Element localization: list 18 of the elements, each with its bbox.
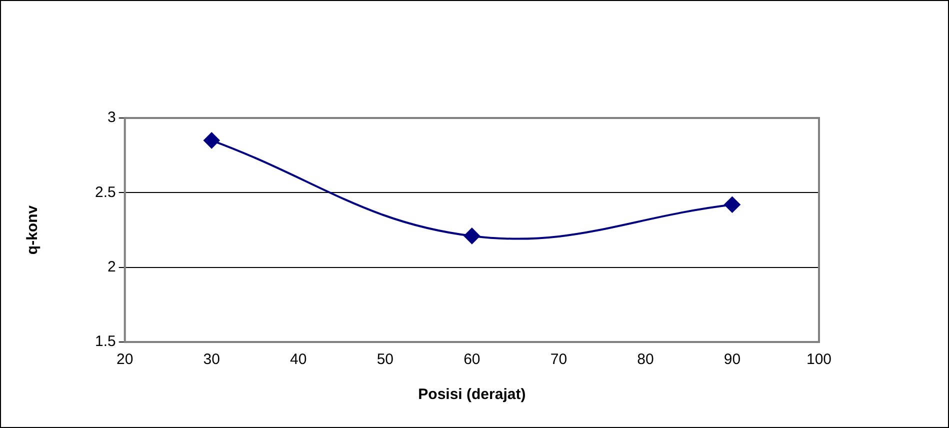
y-tick-label: 1.5	[94, 333, 116, 350]
x-tick-label: 90	[724, 351, 741, 368]
x-tick-label: 40	[290, 351, 307, 368]
y-tick-label: 2	[108, 258, 116, 276]
x-tick-label: 60	[464, 351, 480, 368]
y-axis-title: q-konv	[24, 204, 42, 255]
x-tick-label: 80	[637, 351, 654, 368]
x-tick-label: 50	[376, 351, 394, 368]
y-tick-label: 2.5	[94, 184, 116, 201]
point	[464, 228, 480, 244]
x-tick-label: 20	[116, 351, 134, 368]
y-tick-label: 3	[108, 109, 116, 126]
x-tick-label: 70	[550, 351, 568, 368]
x-axis-title: Posisi (derajat)	[418, 386, 526, 404]
point	[204, 132, 220, 148]
x-tick-label: 100	[806, 351, 832, 368]
point	[724, 196, 740, 213]
x-tick-label: 30	[203, 351, 220, 368]
